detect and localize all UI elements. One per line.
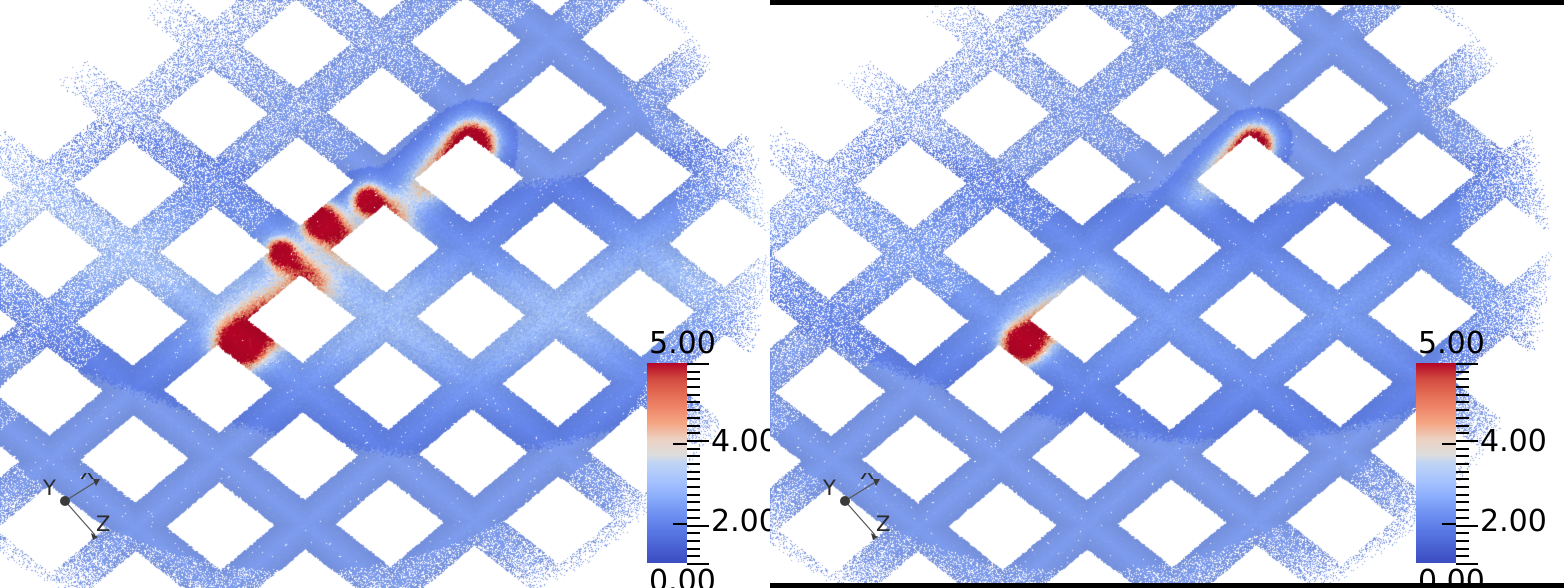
scalar-bar-tick xyxy=(687,524,709,527)
scalar-bar-tick xyxy=(1456,478,1469,481)
scalar-bar-tick xyxy=(687,555,700,558)
scalar-bar-major-tick-4 xyxy=(1442,443,1456,445)
scalar-bar-tick xyxy=(687,439,709,442)
scalar-bar-tick xyxy=(1456,424,1469,427)
scalar-bar-tick xyxy=(687,516,700,519)
scalar-bar-tick xyxy=(687,547,700,550)
scalar-bar-tick xyxy=(1456,486,1469,489)
scalar-bar-tick xyxy=(1456,432,1469,435)
scalar-bar-tick xyxy=(687,393,700,396)
scalar-bar-tick xyxy=(687,509,700,512)
orientation-axes-right[interactable]: X Y Z xyxy=(818,473,928,563)
scalar-bar-tick xyxy=(687,386,700,389)
scalar-bar-tick xyxy=(1456,378,1469,381)
scalar-bar-tick xyxy=(1456,439,1478,442)
scalar-bar-tick xyxy=(1456,463,1469,465)
scalar-bar-tick xyxy=(687,409,700,412)
scalar-bar-min-label: 0.00 xyxy=(649,564,716,588)
scalar-bar-ticks xyxy=(1456,363,1478,565)
axis-label-z: Z xyxy=(96,512,110,536)
scalar-bar-tick xyxy=(1456,370,1469,373)
scalar-bar-tick xyxy=(1456,524,1478,527)
scalar-bar-high-label: 4.00 xyxy=(1480,424,1547,459)
active-view-frame-bottom xyxy=(770,583,1564,588)
scalar-bar-major-tick-2 xyxy=(673,523,687,525)
scalar-bar-tick xyxy=(687,539,700,542)
scalar-bar-tick xyxy=(687,432,700,435)
scalar-bar-tick xyxy=(1456,501,1469,504)
scalar-bar-tick xyxy=(687,455,700,458)
axis-label-x: X xyxy=(860,473,874,484)
axis-label-y: Y xyxy=(822,476,836,500)
scalar-bar-tick xyxy=(687,501,700,504)
scalar-bar-major-tick-2 xyxy=(1442,523,1456,525)
scalar-bar-tick xyxy=(1456,363,1478,365)
scalar-bar-tick xyxy=(1456,547,1469,550)
scalar-bar-gradient xyxy=(647,363,687,563)
scalar-bar-tick xyxy=(687,424,700,427)
scalar-bar-tick xyxy=(687,378,700,381)
scalar-bar-tick xyxy=(1456,555,1469,558)
scalar-bar-tick xyxy=(687,486,700,489)
scalar-bar-major-tick-4 xyxy=(673,443,687,445)
scalar-bar-tick xyxy=(687,370,700,373)
scalar-bar-ticks xyxy=(687,363,709,565)
scalar-bar-tick xyxy=(687,470,700,473)
scalar-bar-high-label: 4.00 xyxy=(711,424,770,459)
scalar-bar-tick xyxy=(1456,447,1469,450)
scalar-bar-tick xyxy=(1456,416,1469,419)
orientation-axes-left[interactable]: X Y Z xyxy=(38,473,148,563)
scalar-bar-tick xyxy=(1456,532,1469,535)
scalar-bar-tick xyxy=(687,416,700,419)
scalar-bar-tick xyxy=(687,493,700,496)
scalar-bar-tick xyxy=(1456,386,1469,389)
scalar-bar-mid-label: 2.00 xyxy=(711,504,770,539)
scalar-bar-min-label: 0.00 xyxy=(1418,564,1485,588)
scalar-bar-tick xyxy=(687,532,700,535)
scalar-bar-tick xyxy=(687,447,700,450)
scene-canvas-left[interactable] xyxy=(0,0,770,588)
render-view-left[interactable]: 5.00 4.00 2.00 0.00 X Y Z xyxy=(0,0,770,588)
scalar-bar-tick xyxy=(1456,401,1469,404)
scalar-bar-tick xyxy=(1456,455,1469,458)
scalar-bar-tick xyxy=(687,363,709,365)
particle-cloud-left[interactable] xyxy=(0,0,770,588)
scalar-bar-tick xyxy=(1456,539,1469,542)
scalar-bar-tick xyxy=(1456,393,1469,396)
scalar-bar-tick xyxy=(1456,470,1469,473)
scalar-bar-max-label: 5.00 xyxy=(649,326,716,361)
scalar-bar-tick xyxy=(687,463,700,465)
axis-label-y: Y xyxy=(42,476,56,500)
scalar-bar-tick xyxy=(1456,493,1469,496)
scalar-bar-mid-label: 2.00 xyxy=(1480,504,1547,539)
scalar-bar-gradient xyxy=(1416,363,1456,563)
scalar-bar-tick xyxy=(687,563,709,565)
scalar-bar-tick xyxy=(1456,409,1469,412)
axis-label-z: Z xyxy=(876,512,890,536)
scalar-bar-tick xyxy=(1456,563,1478,565)
scalar-bar-tick xyxy=(1456,509,1469,512)
active-view-frame-top xyxy=(770,0,1564,5)
render-view-right[interactable]: 5.00 4.00 2.00 0.00 X Y Z xyxy=(770,0,1564,588)
scalar-bar-tick xyxy=(687,478,700,481)
axis-label-x: X xyxy=(80,473,94,484)
scalar-bar-max-label: 5.00 xyxy=(1418,326,1485,361)
scalar-bar-tick xyxy=(1456,516,1469,519)
scalar-bar-tick xyxy=(687,401,700,404)
